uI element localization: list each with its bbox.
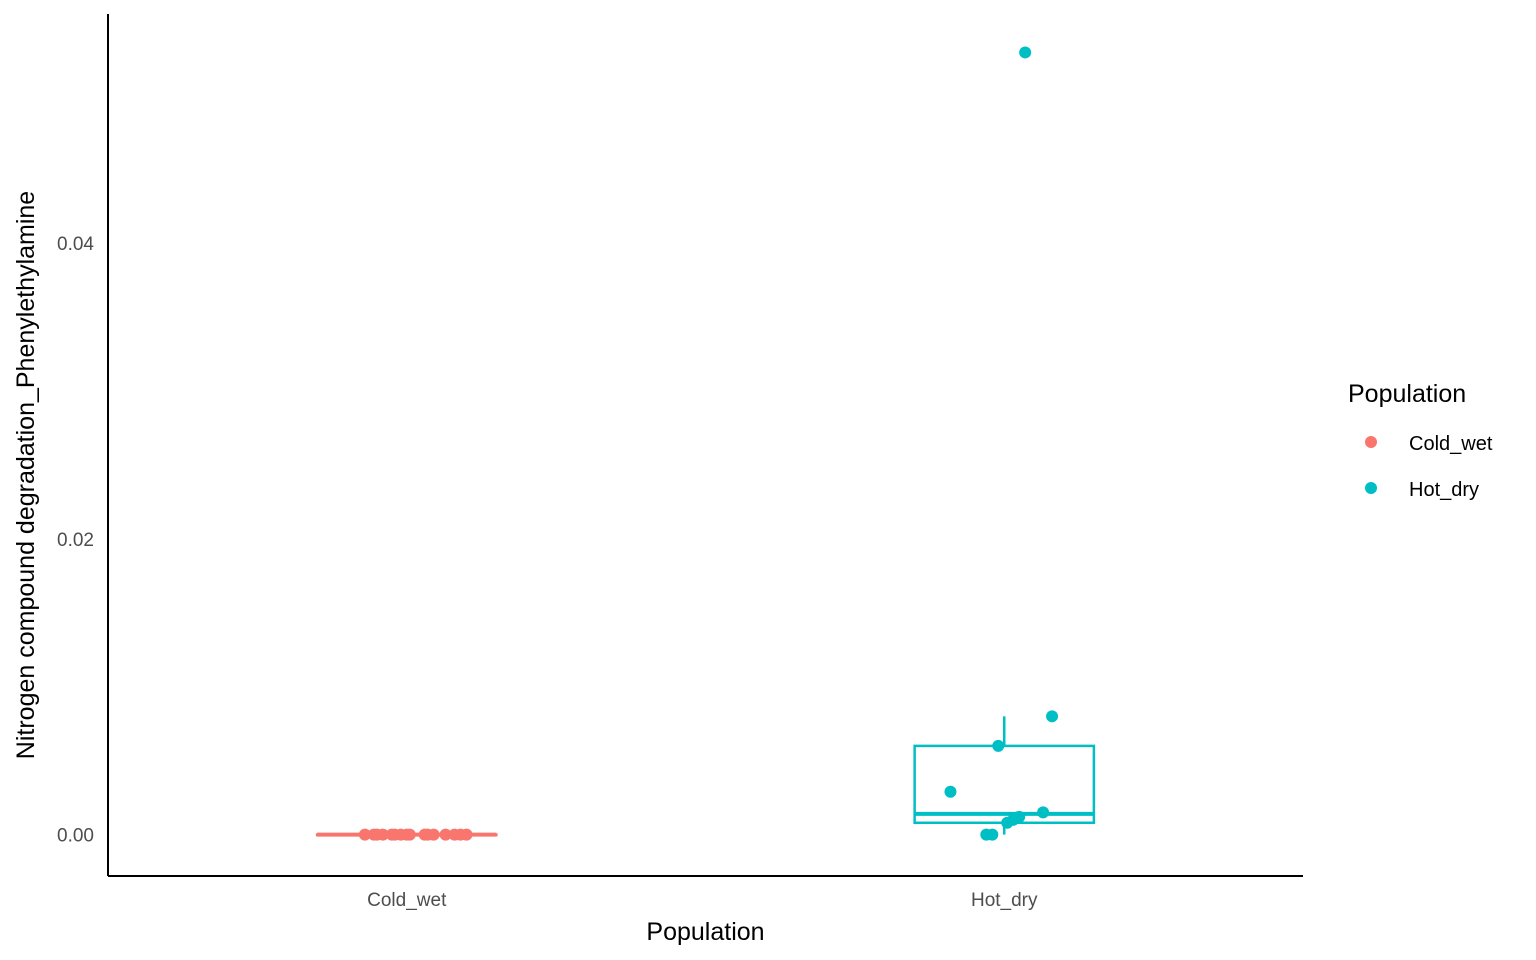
data-point [1046, 710, 1059, 723]
legend-title: Population [1348, 380, 1466, 408]
legend-label: Hot_dry [1409, 479, 1479, 501]
data-point [1019, 46, 1032, 59]
legend-key-Cold_wet [1365, 436, 1377, 448]
data-point [992, 739, 1005, 752]
data-point [986, 828, 999, 841]
data-point [439, 828, 452, 841]
x-axis-title: Population [646, 918, 764, 946]
y-tick-label: 0.00 [57, 826, 94, 847]
x-tick-label: Cold_wet [367, 890, 447, 911]
box [913, 744, 1096, 825]
data-point [376, 828, 389, 841]
y-axis-title: Nitrogen compound degradation_Phenylethy… [12, 191, 40, 759]
legend-key-Hot_dry [1365, 482, 1377, 494]
plot-area [315, 46, 1096, 841]
x-ticks: Cold_wet Hot_dry [367, 890, 1038, 911]
data-point [1001, 816, 1014, 829]
legend: Population Cold_wet Hot_dry [1348, 380, 1493, 501]
x-tick-label: Hot_dry [971, 890, 1038, 911]
series-Hot_dry [913, 46, 1096, 841]
series-Cold_wet [315, 828, 498, 841]
data-point [944, 785, 957, 798]
data-point [358, 828, 371, 841]
data-point [1037, 806, 1050, 819]
y-tick-label: 0.02 [57, 530, 94, 551]
data-point [403, 828, 416, 841]
data-point [460, 828, 473, 841]
y-tick-label: 0.04 [57, 234, 94, 255]
axes [107, 14, 1303, 877]
y-ticks: 0.00 0.02 0.04 [57, 234, 94, 846]
data-point [427, 828, 440, 841]
legend-label: Cold_wet [1409, 433, 1493, 455]
